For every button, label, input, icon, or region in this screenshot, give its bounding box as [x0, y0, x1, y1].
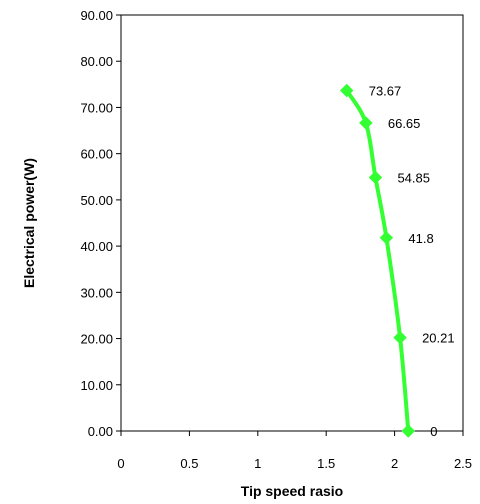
y-tick-label: 0.00: [88, 424, 113, 439]
x-tick-label: 1: [254, 456, 261, 471]
y-tick-label: 90.00: [80, 8, 113, 23]
data-point: [359, 116, 373, 130]
data-label: 41.8: [408, 231, 433, 246]
data-label: 20.21: [422, 331, 455, 346]
data-point: [368, 170, 383, 185]
data-label: 54.85: [397, 170, 430, 185]
y-tick-label: 70.00: [80, 100, 113, 115]
x-tick-label: 0.5: [180, 456, 198, 471]
data-point: [393, 330, 407, 345]
x-axis-title: Tip speed rasio: [241, 483, 343, 499]
data-label: 0: [430, 424, 437, 439]
data-label: 73.67: [369, 83, 402, 98]
x-tick-label: 1.5: [317, 456, 335, 471]
y-axis-ticks: 0.00 10.00 20.00 30.00 40.00 50.00 60.00 70.00 8…: [80, 8, 121, 439]
y-tick-label: 60.00: [80, 147, 113, 162]
x-tick-label: 2.5: [454, 456, 472, 471]
y-tick-label: 30.00: [80, 285, 113, 300]
y-tick-label: 40.00: [80, 239, 113, 254]
x-tick-label: 2: [391, 456, 398, 471]
y-tick-label: 80.00: [80, 54, 113, 69]
y-tick-label: 50.00: [80, 193, 113, 208]
plot-area: [120, 14, 464, 432]
x-axis-ticks: 0 0.5 1 1.5 2 2.5: [117, 431, 472, 471]
data-point: [401, 424, 415, 438]
series-layer: 73.67 66.65 54.85 41.8 20.21 0: [340, 83, 455, 439]
y-axis-title: Electrical power(W): [21, 158, 37, 288]
data-label: 66.65: [388, 116, 421, 131]
data-point: [340, 83, 354, 98]
y-tick-label: 20.00: [80, 332, 113, 347]
y-tick-label: 10.00: [80, 378, 113, 393]
x-tick-label: 0: [117, 456, 124, 471]
data-point: [379, 231, 394, 245]
